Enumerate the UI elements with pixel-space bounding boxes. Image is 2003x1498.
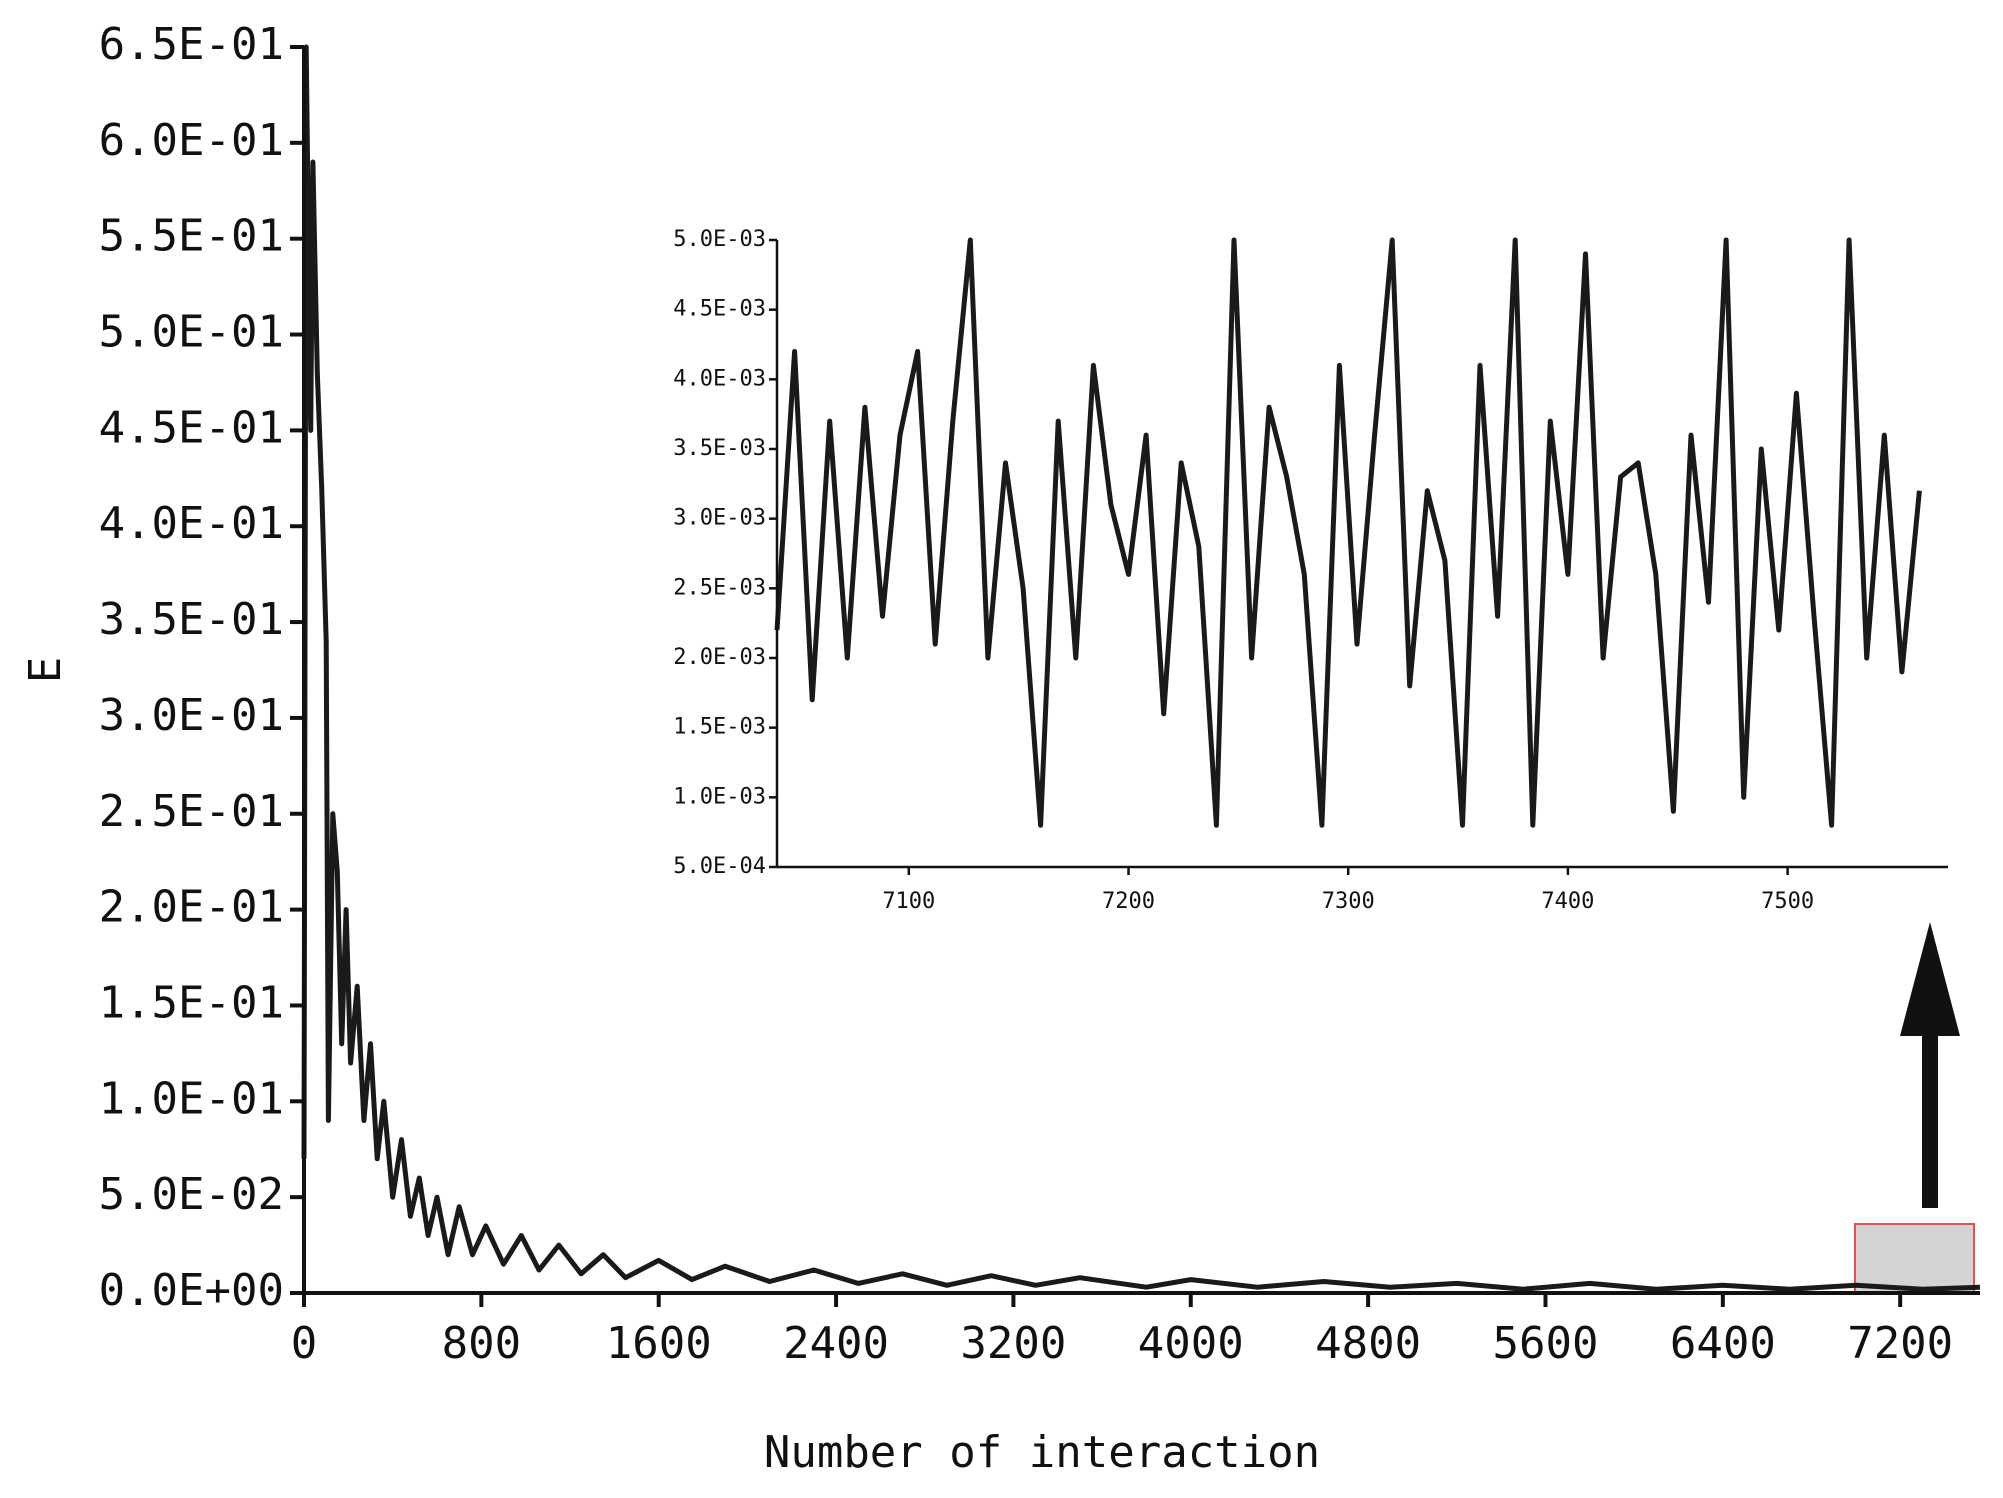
y-tick-label: 3.5E-03 (673, 436, 766, 461)
y-tick-label: 5.0E-01 (99, 307, 284, 358)
y-tick-label: 1.5E-01 (99, 977, 284, 1028)
arrow-head (1900, 922, 1960, 1036)
y-tick-label: 3.5E-01 (99, 594, 284, 645)
x-tick-label: 7300 (1322, 889, 1375, 914)
x-tick-label: 6400 (1670, 1318, 1776, 1369)
y-tick-label: 1.0E-01 (99, 1073, 284, 1124)
y-tick-label: 5.0E-02 (99, 1169, 284, 1220)
x-tick-label: 7200 (1847, 1318, 1953, 1369)
x-tick-label: 7200 (1102, 889, 1155, 914)
y-tick-label: 5.0E-04 (673, 854, 766, 879)
y-tick-label: 1.0E-03 (673, 784, 766, 809)
y-axis-label: E (20, 657, 71, 684)
main-chart: 0.0E+00 5.0E-02 1.0E-01 1.5E-01 2.0E-01 2.5E-… (20, 19, 1981, 1478)
x-tick-label: 1600 (606, 1318, 712, 1369)
x-tick-label: 0 (291, 1318, 318, 1369)
y-tick-label: 4.0E-03 (673, 366, 766, 391)
x-tick-label: 7500 (1761, 889, 1814, 914)
x-tick-label: 5600 (1492, 1318, 1598, 1369)
y-tick-label: 6.0E-01 (99, 115, 284, 166)
x-axis-label: Number of interaction (764, 1427, 1320, 1478)
data-line (774, 237, 1922, 828)
y-tick-label: 2.5E-03 (673, 575, 766, 600)
data-line (301, 44, 1981, 1292)
y-tick-label: 4.5E-03 (673, 297, 766, 322)
zoom-region (1854, 1223, 1975, 1294)
y-tick-label: 3.0E-01 (99, 690, 284, 741)
x-tick-label: 800 (442, 1318, 521, 1369)
x-tick-label: 4800 (1315, 1318, 1421, 1369)
arrow-shaft (1922, 1030, 1938, 1208)
y-tick-label: 4.0E-01 (99, 498, 284, 549)
x-tick-label: 2400 (783, 1318, 889, 1369)
y-tick-label: 3.0E-03 (673, 506, 766, 531)
y-tick-label: 6.5E-01 (99, 19, 284, 70)
y-tick-label: 2.5E-01 (99, 786, 284, 837)
y-tick-label: 2.0E-01 (99, 882, 284, 933)
x-tick-label: 7100 (882, 889, 935, 914)
y-tick-label: 0.0E+00 (99, 1265, 284, 1316)
x-tick-label: 3200 (960, 1318, 1066, 1369)
inset-chart: 5.0E-04 1.0E-03 1.5E-03 2.0E-03 2.5E-03 3.0E-… (673, 227, 1948, 914)
x-tick-label: 4000 (1138, 1318, 1244, 1369)
y-tick-label: 5.5E-01 (99, 211, 284, 262)
x-tick-label: 7400 (1541, 889, 1594, 914)
y-tick-label: 1.5E-03 (673, 715, 766, 740)
y-tick-label: 2.0E-03 (673, 645, 766, 670)
y-tick-label: 4.5E-01 (99, 402, 284, 453)
y-tick-label: 5.0E-03 (673, 227, 766, 252)
